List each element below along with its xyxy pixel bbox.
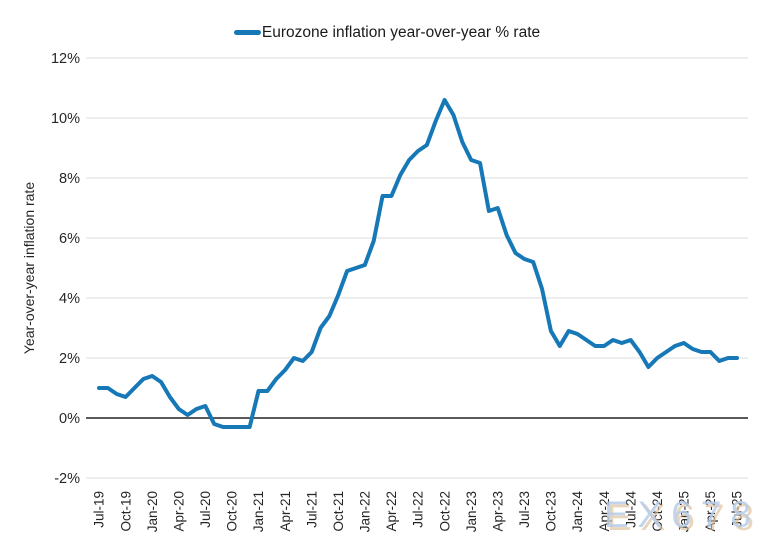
x-tick-label: Jul-23 <box>517 491 532 528</box>
y-tick-label: 6% <box>59 231 80 247</box>
y-axis-title: Year-over-year inflation rate <box>21 182 37 354</box>
x-tick-label: Jan-21 <box>251 491 266 532</box>
x-tick-label: Jul-25 <box>730 491 745 528</box>
y-tick-label: -2% <box>54 471 80 487</box>
y-tick-label: 12% <box>51 51 80 67</box>
x-tick-label: Oct-24 <box>650 491 665 532</box>
y-tick-label: 8% <box>59 171 80 187</box>
x-tick-label: Oct-19 <box>118 491 133 532</box>
x-tick-label: Jul-20 <box>198 491 213 528</box>
inflation-data-line <box>97 98 739 429</box>
x-tick-label: Jan-23 <box>464 491 479 532</box>
x-tick-label: Apr-22 <box>384 491 399 532</box>
x-tick-label: Oct-20 <box>225 491 240 532</box>
x-tick-label: Jan-25 <box>677 491 692 532</box>
x-tick-label: Jul-21 <box>304 491 319 528</box>
legend-label: Eurozone inflation year-over-year % rate <box>261 24 541 41</box>
y-tick-label: 0% <box>59 411 80 427</box>
legend-line-swatch <box>233 30 261 36</box>
x-tick-label: Jan-20 <box>145 491 160 532</box>
x-tick-label: Apr-23 <box>490 491 505 532</box>
x-tick-label: Oct-22 <box>437 491 452 532</box>
x-tick-label: Oct-23 <box>544 491 559 532</box>
x-tick-label: Jul-22 <box>411 491 426 528</box>
chart-legend: Eurozone inflation year-over-year % rate <box>0 24 774 41</box>
x-tick-label: Jan-24 <box>570 491 585 533</box>
x-tick-label: Jan-22 <box>358 491 373 532</box>
y-tick-label: 4% <box>59 291 80 307</box>
x-tick-label: Apr-21 <box>278 491 293 532</box>
x-tick-label: Jul-24 <box>623 491 638 528</box>
x-tick-label: Apr-20 <box>171 491 186 532</box>
x-tick-label: Oct-21 <box>331 491 346 532</box>
y-tick-label: 10% <box>51 111 80 127</box>
x-tick-label: Jul-19 <box>92 491 107 528</box>
x-tick-label: Apr-25 <box>703 491 718 532</box>
x-tick-label: Apr-24 <box>597 491 612 532</box>
y-tick-label: 2% <box>59 351 80 367</box>
